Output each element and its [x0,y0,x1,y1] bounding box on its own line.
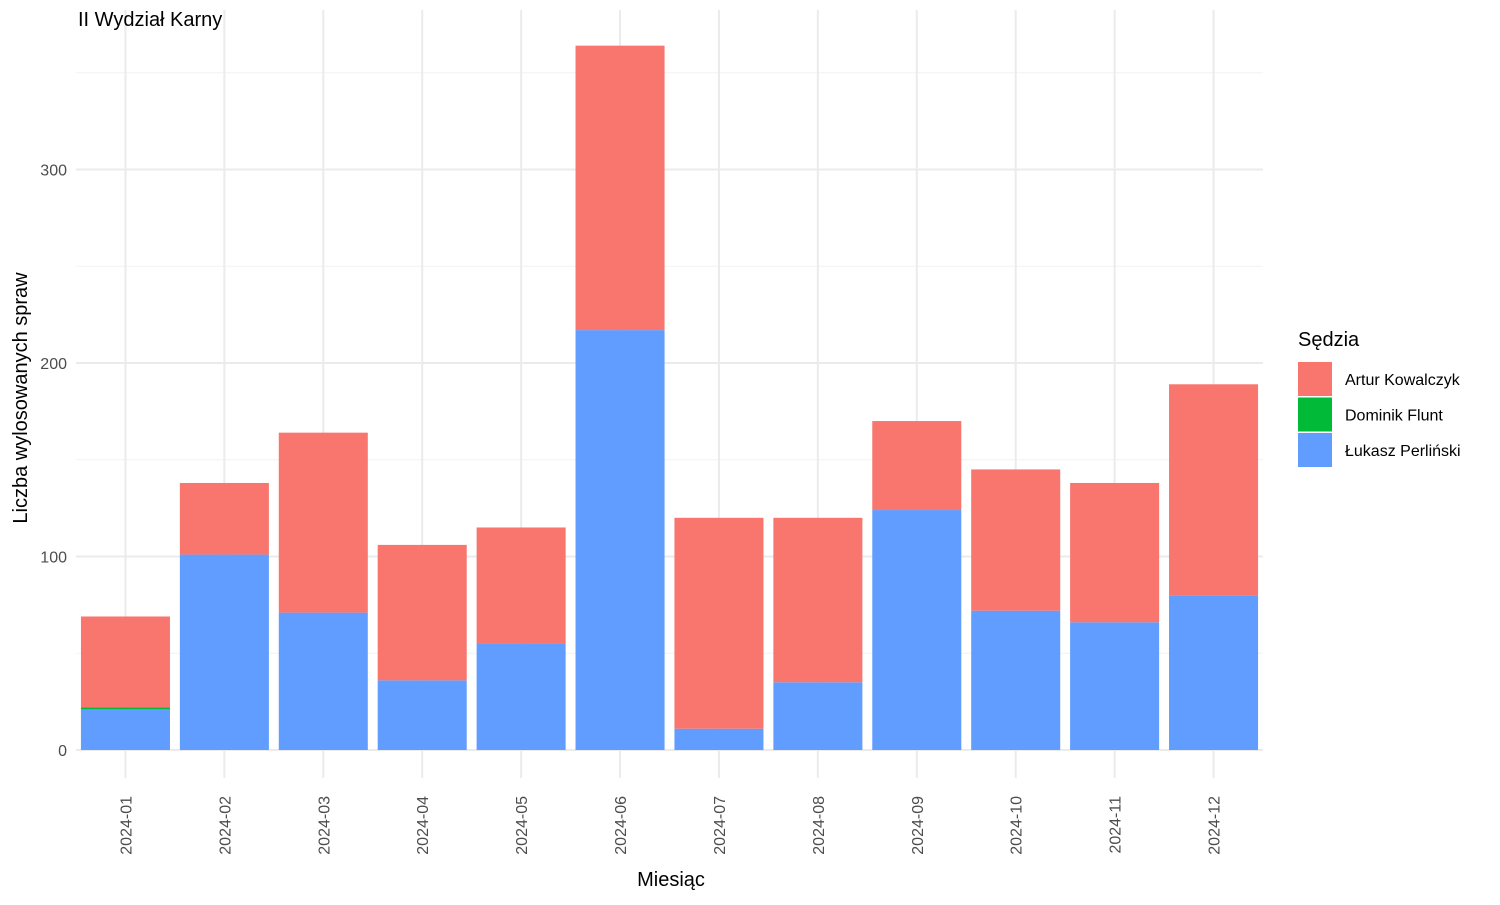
legend: Sędzia Artur Kowalczyk Dominik Flunt Łukas… [1298,329,1461,467]
bar-segment [476,527,566,644]
bar-segment [80,707,170,710]
x-tick-label: 2024-07 [712,796,729,855]
legend-label: Dominik Flunt [1345,408,1443,425]
bar-segment [377,680,467,750]
bar-segment [179,554,269,750]
bar-segment [773,682,863,750]
x-tick-label: 2024-09 [910,796,927,855]
x-tick-label: 2024-12 [1207,796,1224,855]
bars-layer [80,45,1259,750]
y-axis-ticks: 0 100 200 300 [40,163,67,761]
bar-segment [872,421,962,511]
bar-segment [773,517,863,683]
bar-segment [971,469,1061,611]
bar-segment [1070,482,1160,623]
y-tick-label: 0 [58,743,67,760]
x-tick-label: 2024-01 [118,796,135,855]
bar-segment [575,330,665,750]
x-tick-label: 2024-04 [415,796,432,855]
bar-segment [1169,595,1259,750]
y-tick-label: 200 [40,356,67,373]
y-axis-label: Liczba wylosowanych spraw [10,272,32,524]
y-tick-label: 100 [40,550,67,567]
bar-segment [278,432,368,613]
bar-segment [476,643,566,750]
x-axis-label: Miesiąc [637,869,705,891]
x-tick-label: 2024-05 [514,796,531,855]
bar-segment [674,728,764,750]
x-tick-label: 2024-06 [613,796,630,855]
x-tick-label: 2024-03 [316,796,333,855]
bar-segment [1169,384,1259,596]
bar-segment [278,612,368,750]
legend-title: Sędzia [1298,329,1360,351]
x-tick-label: 2024-10 [1009,796,1026,855]
bar-segment [80,616,170,708]
bar-segment [674,517,764,729]
legend-label: Łukasz Perliński [1345,443,1461,460]
x-tick-label: 2024-11 [1108,796,1125,854]
bar-segment [377,544,467,681]
x-axis-ticks: 2024-01 2024-02 2024-03 2024-04 2024-05 2024-… [118,796,1223,855]
bar-segment [971,610,1061,750]
legend-key [1298,397,1332,432]
bar-segment [872,510,962,750]
bar-segment [80,709,170,750]
legend-key [1298,362,1332,396]
x-tick-label: 2024-08 [811,796,828,855]
bar-segment [575,45,665,331]
y-tick-label: 300 [40,163,67,180]
legend-key [1298,433,1332,467]
bar-segment [179,482,269,555]
legend-label: Artur Kowalczyk [1345,372,1461,389]
chart-title: II Wydział Karny [78,9,222,31]
bar-segment [1070,622,1160,750]
x-tick-label: 2024-02 [217,796,234,855]
